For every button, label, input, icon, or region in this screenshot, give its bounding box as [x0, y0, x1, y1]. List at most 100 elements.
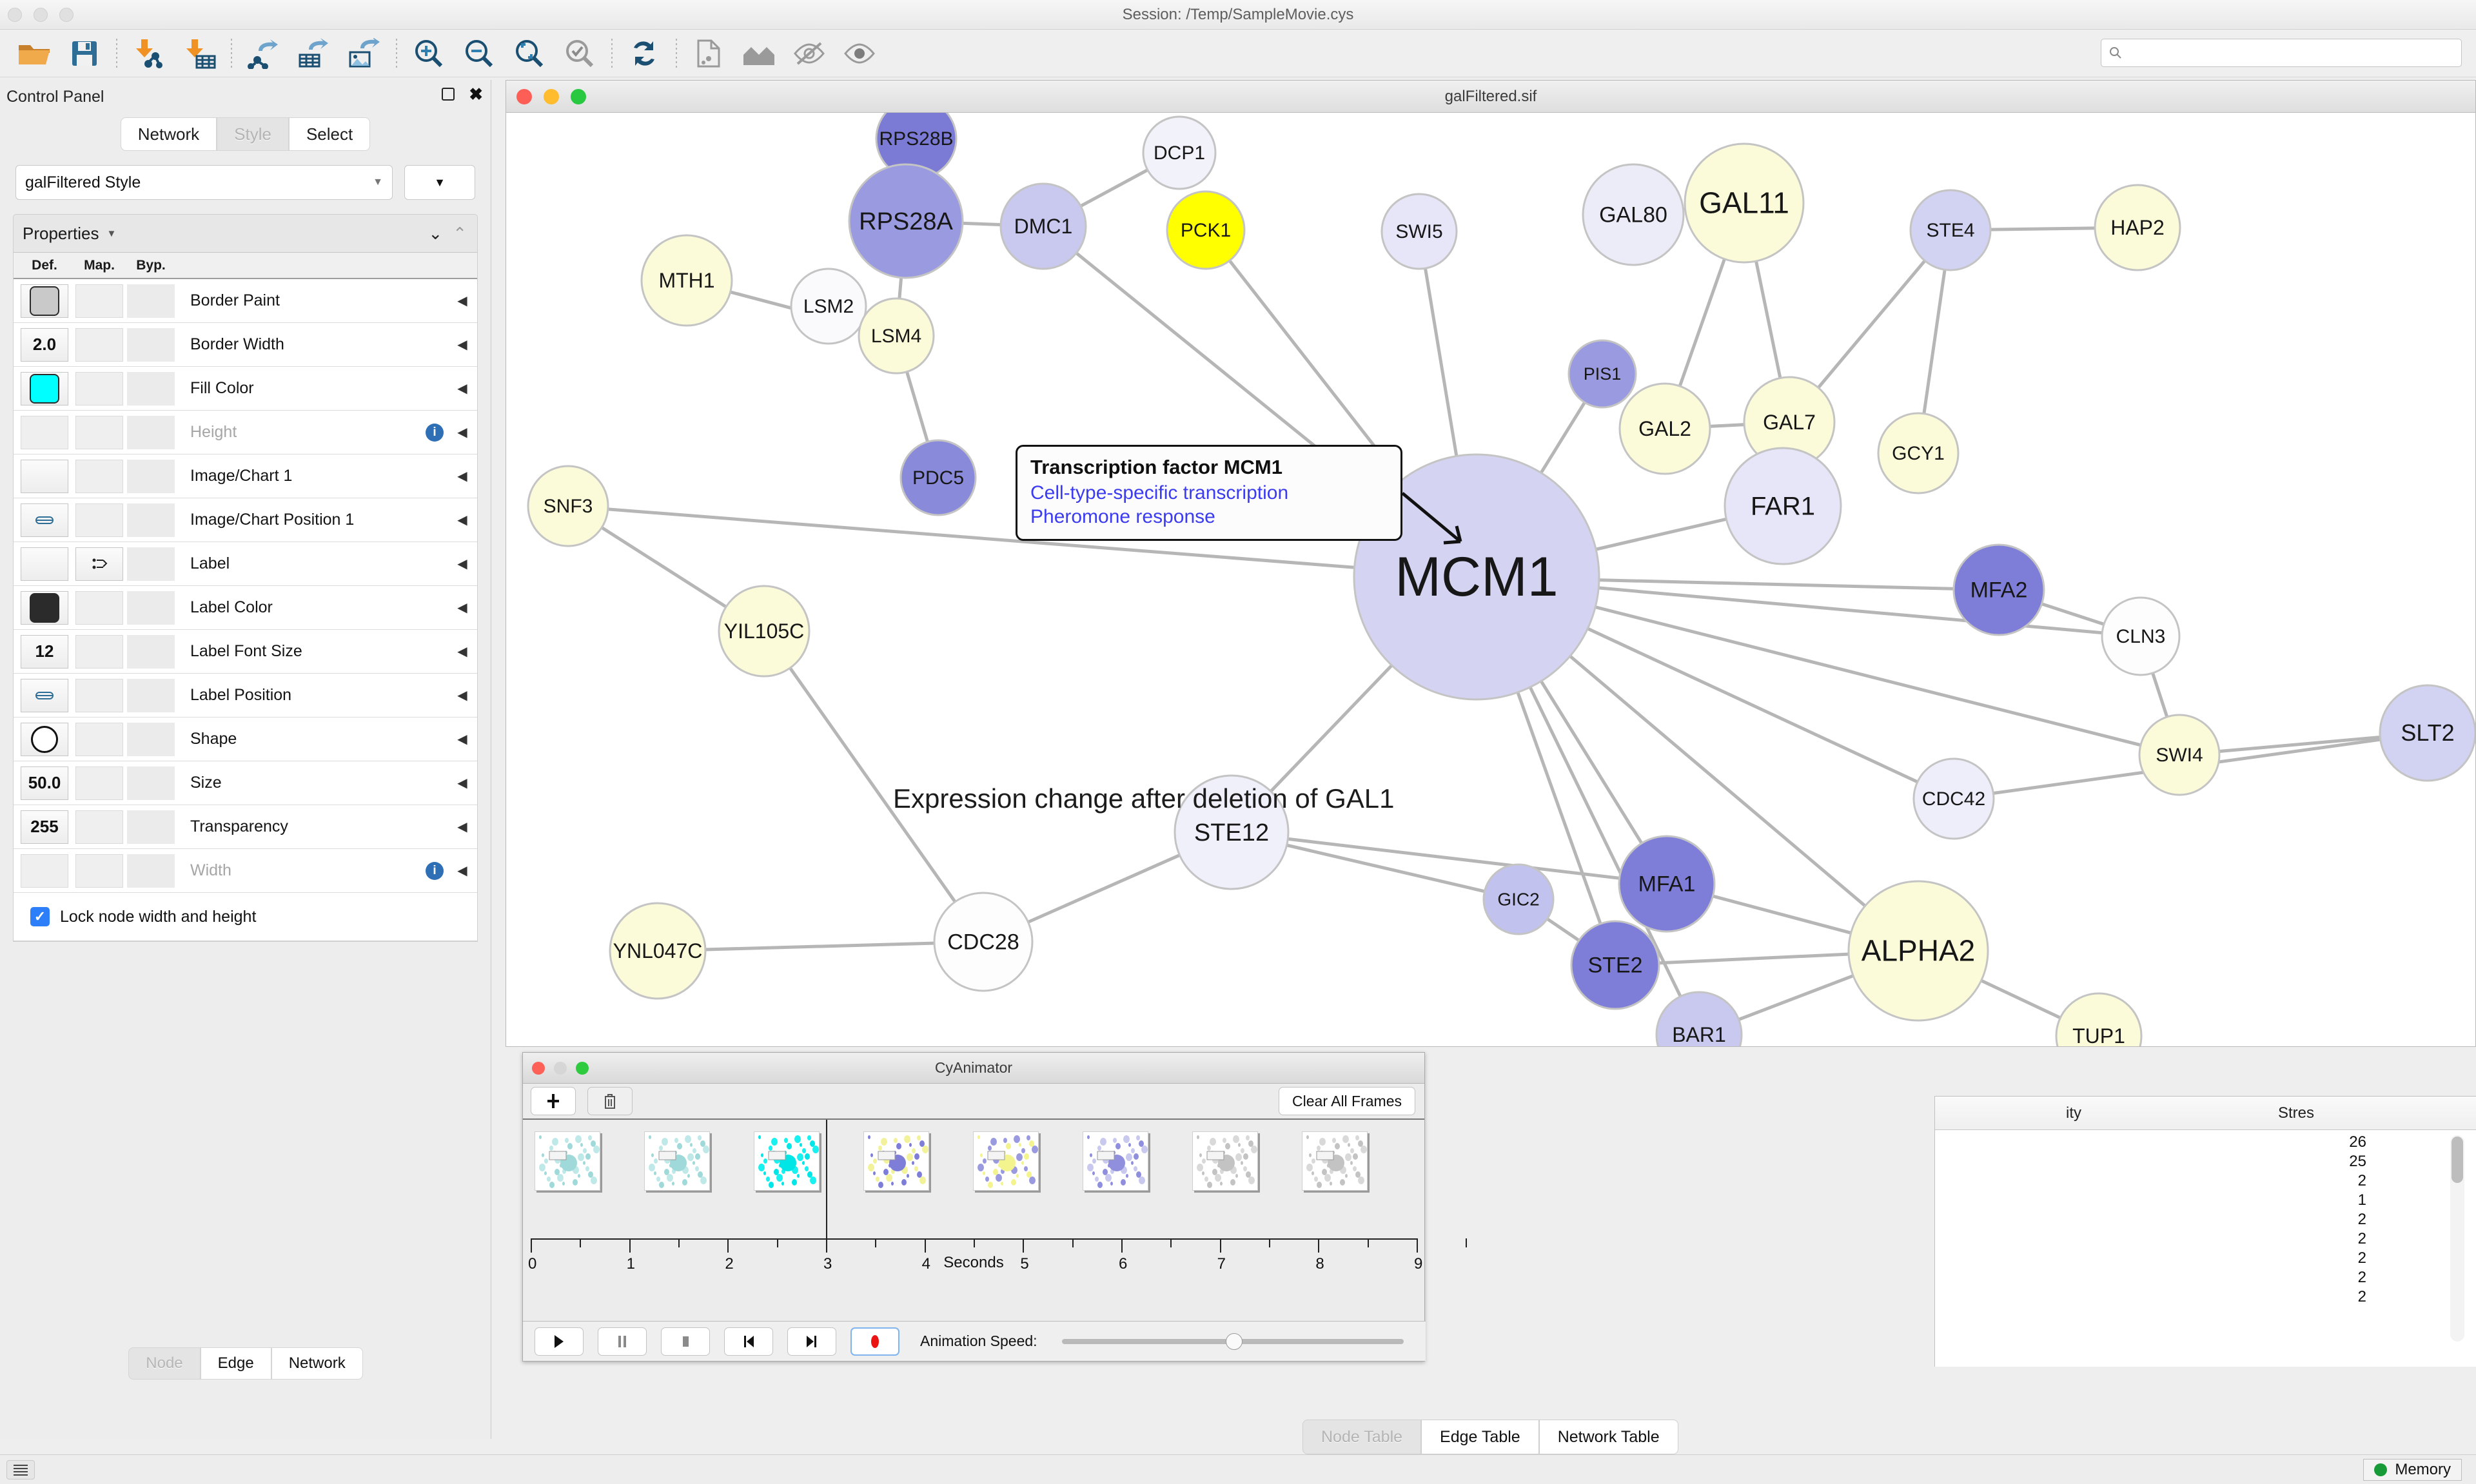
tab-style[interactable]: Style — [217, 117, 289, 151]
table-row[interactable]: 2 — [1935, 1287, 2476, 1307]
style-options-button[interactable]: ▼ — [404, 165, 475, 200]
network-edge[interactable] — [567, 504, 1477, 579]
property-bypass-cell[interactable] — [123, 678, 179, 712]
frame-thumbnail[interactable] — [1083, 1131, 1148, 1191]
network-maximize-button[interactable] — [571, 88, 586, 104]
table-row[interactable]: 2 — [1935, 1268, 2476, 1287]
timeline-playhead[interactable] — [826, 1120, 827, 1240]
close-dot[interactable] — [8, 8, 22, 22]
animation-speed-knob[interactable] — [1226, 1333, 1243, 1350]
network-close-button[interactable] — [516, 88, 532, 104]
collapse-all-icon[interactable]: ⌃ — [453, 223, 467, 243]
property-mapping-cell[interactable] — [75, 284, 123, 318]
property-mapping-cell[interactable] — [75, 678, 123, 712]
network-node[interactable]: GAL80 — [1582, 163, 1685, 266]
tab-edge-table[interactable]: Edge Table — [1421, 1420, 1539, 1454]
network-node[interactable]: RPS28A — [848, 163, 964, 279]
property-bypass-cell[interactable] — [123, 371, 179, 405]
node-annotation[interactable]: Transcription factor MCM1 Cell-type-spec… — [1016, 445, 1402, 542]
tab-network[interactable]: Network — [120, 117, 217, 151]
new-network-icon[interactable] — [683, 33, 734, 74]
zoom-out-icon[interactable] — [454, 33, 504, 74]
property-default-cell[interactable] — [14, 854, 75, 888]
property-bypass-cell[interactable] — [123, 415, 179, 449]
table-row[interactable]: 25 — [1935, 1152, 2476, 1171]
table-row[interactable]: 2 — [1935, 1171, 2476, 1191]
property-default-cell[interactable] — [14, 503, 75, 537]
network-edge[interactable] — [657, 940, 984, 953]
property-bypass-cell[interactable] — [123, 634, 179, 669]
zoom-selected-icon[interactable] — [555, 33, 605, 74]
save-icon[interactable] — [59, 33, 110, 74]
property-mapping-cell[interactable] — [75, 503, 123, 537]
property-expand-arrow[interactable]: ◀ — [457, 645, 467, 659]
network-node[interactable]: DMC1 — [999, 182, 1087, 270]
network-node[interactable]: MFA2 — [1952, 543, 2045, 636]
zoom-fit-icon[interactable] — [504, 33, 555, 74]
property-bypass-cell[interactable] — [123, 591, 179, 625]
network-node[interactable]: YNL047C — [609, 902, 707, 1000]
network-node[interactable]: MTH1 — [640, 234, 733, 327]
info-icon[interactable]: i — [426, 423, 444, 442]
property-row[interactable]: Image/Chart Position 1 ◀ — [14, 498, 477, 542]
property-row[interactable]: Label Position ◀ — [14, 674, 477, 718]
frame-thumbnail[interactable] — [754, 1131, 820, 1191]
cyanimator-timeline[interactable]: 0 1 2 3 4 5 6 7 8 9 Seconds — [523, 1120, 1468, 1276]
frame-thumbnail[interactable] — [535, 1131, 600, 1191]
close-icon[interactable]: ✖ — [469, 84, 483, 104]
property-bypass-cell[interactable] — [123, 284, 179, 318]
show-all-icon[interactable] — [834, 33, 885, 74]
network-node[interactable]: FAR1 — [1724, 447, 1842, 565]
network-node[interactable]: PCK1 — [1166, 190, 1246, 270]
frame-thumbnail[interactable] — [1192, 1131, 1258, 1191]
frame-thumbnail[interactable] — [1302, 1131, 1368, 1191]
tab-node[interactable]: Node — [128, 1347, 201, 1380]
property-row[interactable]: Width i ◀ — [14, 849, 477, 893]
property-row[interactable]: 50.0 Size ◀ — [14, 761, 477, 805]
record-button[interactable] — [850, 1327, 899, 1356]
network-node[interactable]: CLN3 — [2101, 596, 2181, 676]
export-network-icon[interactable] — [239, 33, 289, 74]
tab-network-table[interactable]: Network Table — [1538, 1420, 1678, 1454]
table-row[interactable]: 26 — [1935, 1133, 2476, 1152]
expand-all-icon[interactable]: ⌄ — [428, 223, 443, 243]
export-image-icon[interactable] — [339, 33, 389, 74]
property-default-cell[interactable]: 2.0 — [14, 327, 75, 362]
memory-status-button[interactable]: Memory — [2363, 1458, 2462, 1481]
property-expand-arrow[interactable]: ◀ — [457, 382, 467, 396]
status-menu-icon[interactable] — [6, 1460, 35, 1479]
network-node[interactable]: STE2 — [1570, 920, 1660, 1010]
cyanimator-maximize-button[interactable] — [576, 1061, 589, 1075]
network-node[interactable]: CDC28 — [933, 892, 1034, 992]
property-row[interactable]: Fill Color ◀ — [14, 367, 477, 411]
property-bypass-cell[interactable] — [123, 459, 179, 493]
property-mapping-cell[interactable] — [75, 591, 123, 625]
property-bypass-cell[interactable] — [123, 722, 179, 756]
network-node[interactable]: YIL105C — [718, 585, 811, 678]
export-table-icon[interactable] — [289, 33, 339, 74]
refresh-icon[interactable] — [619, 33, 669, 74]
table-row[interactable]: 2 — [1935, 1229, 2476, 1249]
property-mapping-cell[interactable] — [75, 371, 123, 405]
maximize-dot[interactable] — [59, 8, 74, 22]
step-forward-button[interactable] — [787, 1327, 836, 1356]
import-table-icon[interactable] — [174, 33, 224, 74]
lock-checkbox[interactable]: ✓ — [30, 907, 50, 926]
property-mapping-cell[interactable] — [75, 415, 123, 449]
property-row[interactable]: 12 Label Font Size ◀ — [14, 630, 477, 674]
window-controls[interactable] — [8, 8, 74, 22]
stop-button[interactable] — [661, 1327, 710, 1356]
float-panel-icon[interactable] — [442, 88, 455, 101]
property-mapping-cell[interactable] — [75, 327, 123, 362]
network-node[interactable]: PDC5 — [899, 439, 977, 516]
property-expand-arrow[interactable]: ◀ — [457, 776, 467, 790]
property-bypass-cell[interactable] — [123, 854, 179, 888]
property-mapping-cell[interactable] — [75, 766, 123, 800]
property-default-cell[interactable]: 255 — [14, 810, 75, 844]
network-node[interactable]: HAP2 — [2094, 184, 2181, 271]
property-mapping-cell[interactable] — [75, 854, 123, 888]
network-minimize-button[interactable] — [544, 88, 559, 104]
animation-speed-slider[interactable] — [1061, 1333, 1404, 1350]
tab-select[interactable]: Select — [288, 117, 371, 151]
property-bypass-cell[interactable] — [123, 503, 179, 537]
